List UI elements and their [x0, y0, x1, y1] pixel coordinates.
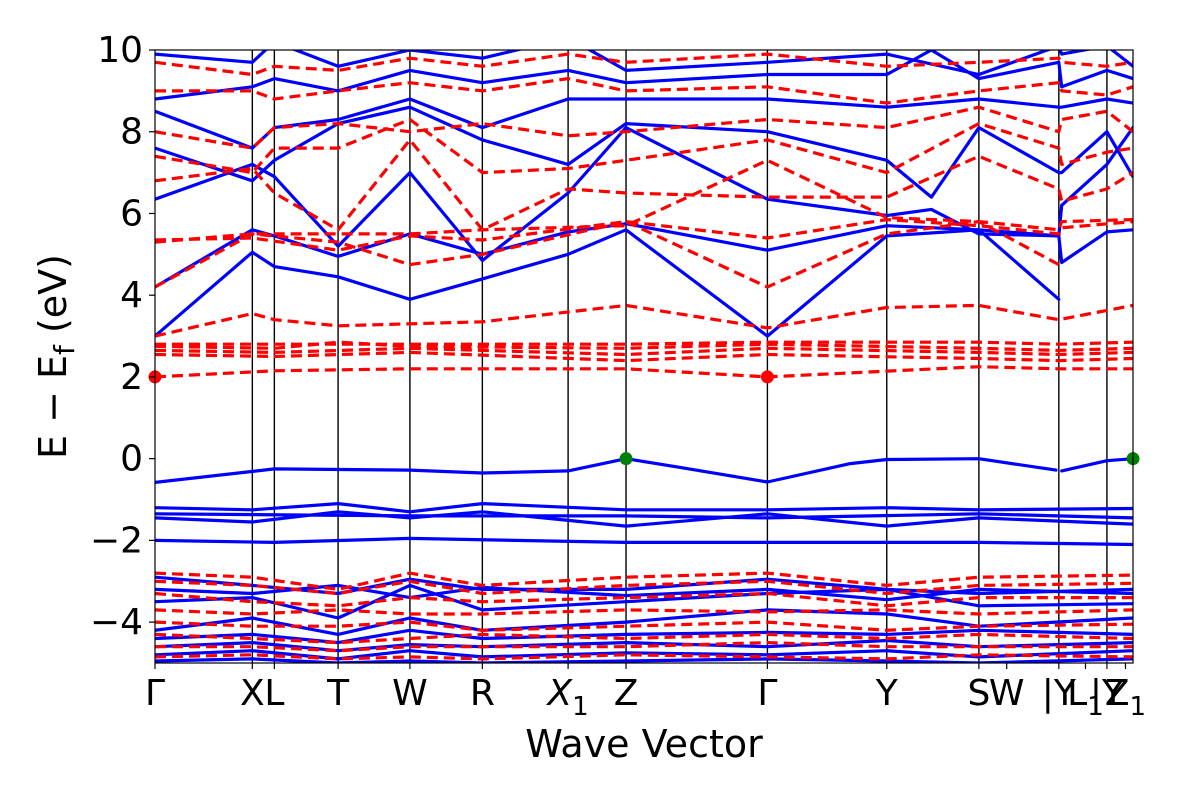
- band-solid-12: [155, 50, 1133, 77]
- band-solid-6: [155, 228, 1061, 338]
- x-tick-label-8: Γ: [757, 673, 777, 714]
- band-dashed-13: [155, 365, 1133, 379]
- x-tick-label-1: X: [240, 673, 265, 714]
- band-dashed-21: [155, 158, 1133, 244]
- x-tick-label-10: S: [967, 673, 990, 714]
- x-axis-ticks: Γ X L T W R X1 Z Γ Y SW |YL1|YZ1: [145, 663, 1146, 722]
- band-dashed-37: [155, 591, 1133, 608]
- y-tick-label-3: 4: [120, 275, 143, 316]
- band-dashed-15: [155, 346, 1133, 357]
- band-solid-29: [155, 583, 1133, 620]
- y-tick-label-7: −4: [90, 602, 143, 643]
- band-edge-marker-2: [619, 452, 633, 466]
- band-dashed-16: [155, 340, 1133, 352]
- band-solid-5: [155, 536, 1133, 547]
- y-tick-label-1: 8: [120, 112, 143, 153]
- band-dashed-38: [155, 608, 1133, 616]
- band-edge-markers: [148, 370, 1140, 466]
- band-dashed-17: [155, 340, 1133, 346]
- x-tick-label-13: L1: [1067, 673, 1104, 722]
- band-solid-3: [155, 510, 1133, 528]
- band-lines: [155, 50, 1133, 663]
- plot-frame: [154, 49, 1134, 664]
- band-dashed-39: [155, 620, 1133, 632]
- band-dashed-20: [155, 218, 1133, 252]
- x-tick-label-15: Z1: [1105, 673, 1146, 722]
- x-tick-label-4: W: [392, 673, 428, 714]
- y-axis-title-main: E − E: [31, 355, 75, 459]
- x-tick-label-6: X1: [545, 673, 588, 722]
- y-axis-title-unit: (eV): [31, 254, 75, 345]
- y-tick-label-0: 10: [97, 30, 143, 71]
- band-dashed-14: [155, 350, 1133, 363]
- band-solid-11: [155, 50, 1133, 101]
- band-solid-10: [155, 97, 1133, 150]
- band-dashed-18: [155, 303, 1133, 338]
- x-tick-label-11: W: [989, 673, 1025, 714]
- band-solid-8: [155, 125, 1133, 263]
- band-solid-2: [155, 502, 1133, 514]
- band-solid-0: [155, 457, 1058, 484]
- x-tick-label-14: |Y: [1090, 673, 1125, 714]
- band-dashed-40: [155, 632, 1133, 645]
- x-tick-label-3: T: [326, 673, 350, 714]
- band-dashed-26: [155, 52, 1133, 77]
- x-tick-label-7: Z: [614, 673, 639, 714]
- band-dashed-41: [155, 640, 1133, 653]
- band-dashed-42: [155, 653, 1133, 661]
- band-dashed-24: [155, 105, 1133, 150]
- band-solid-9: [155, 105, 1133, 199]
- band-solid-4: [155, 512, 1133, 520]
- x-tick-label-9: Y: [875, 673, 899, 714]
- y-tick-label-4: 2: [120, 357, 143, 398]
- band-dashed-19: [155, 220, 1060, 289]
- band-solid-33: [155, 649, 1133, 661]
- y-axis-title: E − Ef (eV): [31, 254, 81, 459]
- band-solid-34: [155, 657, 1133, 663]
- band-edge-marker-1: [760, 370, 774, 384]
- y-axis-ticks: 10 8 6 4 2 0 −2 −4: [90, 30, 155, 643]
- x-tick-label-2: L: [264, 673, 284, 714]
- x-axis-title: Wave Vector: [525, 722, 763, 766]
- band-dashed-35: [155, 571, 1133, 592]
- band-dashed-25: [155, 76, 1133, 105]
- band-dashed-36: [155, 579, 1133, 596]
- x-tick-label-12: |Y: [1042, 673, 1077, 714]
- x-tick-label-5: R: [470, 673, 495, 714]
- band-solid-1: [1060, 457, 1133, 473]
- band-solid-32: [155, 638, 1133, 653]
- y-tick-label-2: 6: [120, 193, 143, 234]
- y-tick-label-5: 0: [120, 439, 143, 480]
- y-axis-title-subscript: f: [48, 344, 81, 355]
- y-tick-label-6: −2: [90, 520, 143, 561]
- high-symmetry-lines: [251, 50, 1108, 663]
- band-dashed-22: [155, 138, 1133, 232]
- x-tick-label-0: Γ: [145, 673, 165, 714]
- band-dashed-23: [155, 117, 1133, 175]
